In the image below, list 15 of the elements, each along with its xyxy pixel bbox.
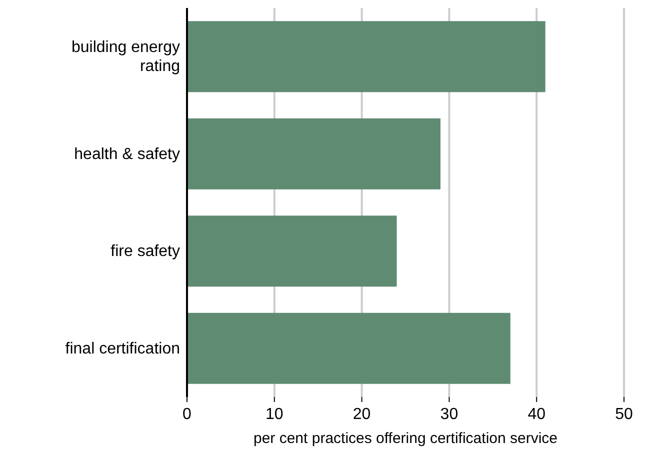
x-tick-label: 40 (528, 406, 546, 423)
y-tick-label: fire safety (110, 243, 180, 260)
y-tick-label: health & safety (74, 146, 180, 163)
x-tick-label: 0 (182, 406, 192, 423)
bar (187, 118, 440, 190)
x-tick-label: 50 (615, 406, 633, 423)
x-tick-label: 10 (266, 406, 284, 423)
y-tick-label: final certification (65, 340, 180, 358)
x-tick-label: 20 (352, 406, 371, 423)
bar (187, 312, 510, 384)
bar (187, 21, 546, 92)
bar (187, 216, 397, 287)
y-tick-label: building energy rating (71, 39, 180, 76)
x-axis-title: per cent practices offering certification service (253, 430, 558, 447)
x-tick-label: 30 (440, 406, 458, 423)
